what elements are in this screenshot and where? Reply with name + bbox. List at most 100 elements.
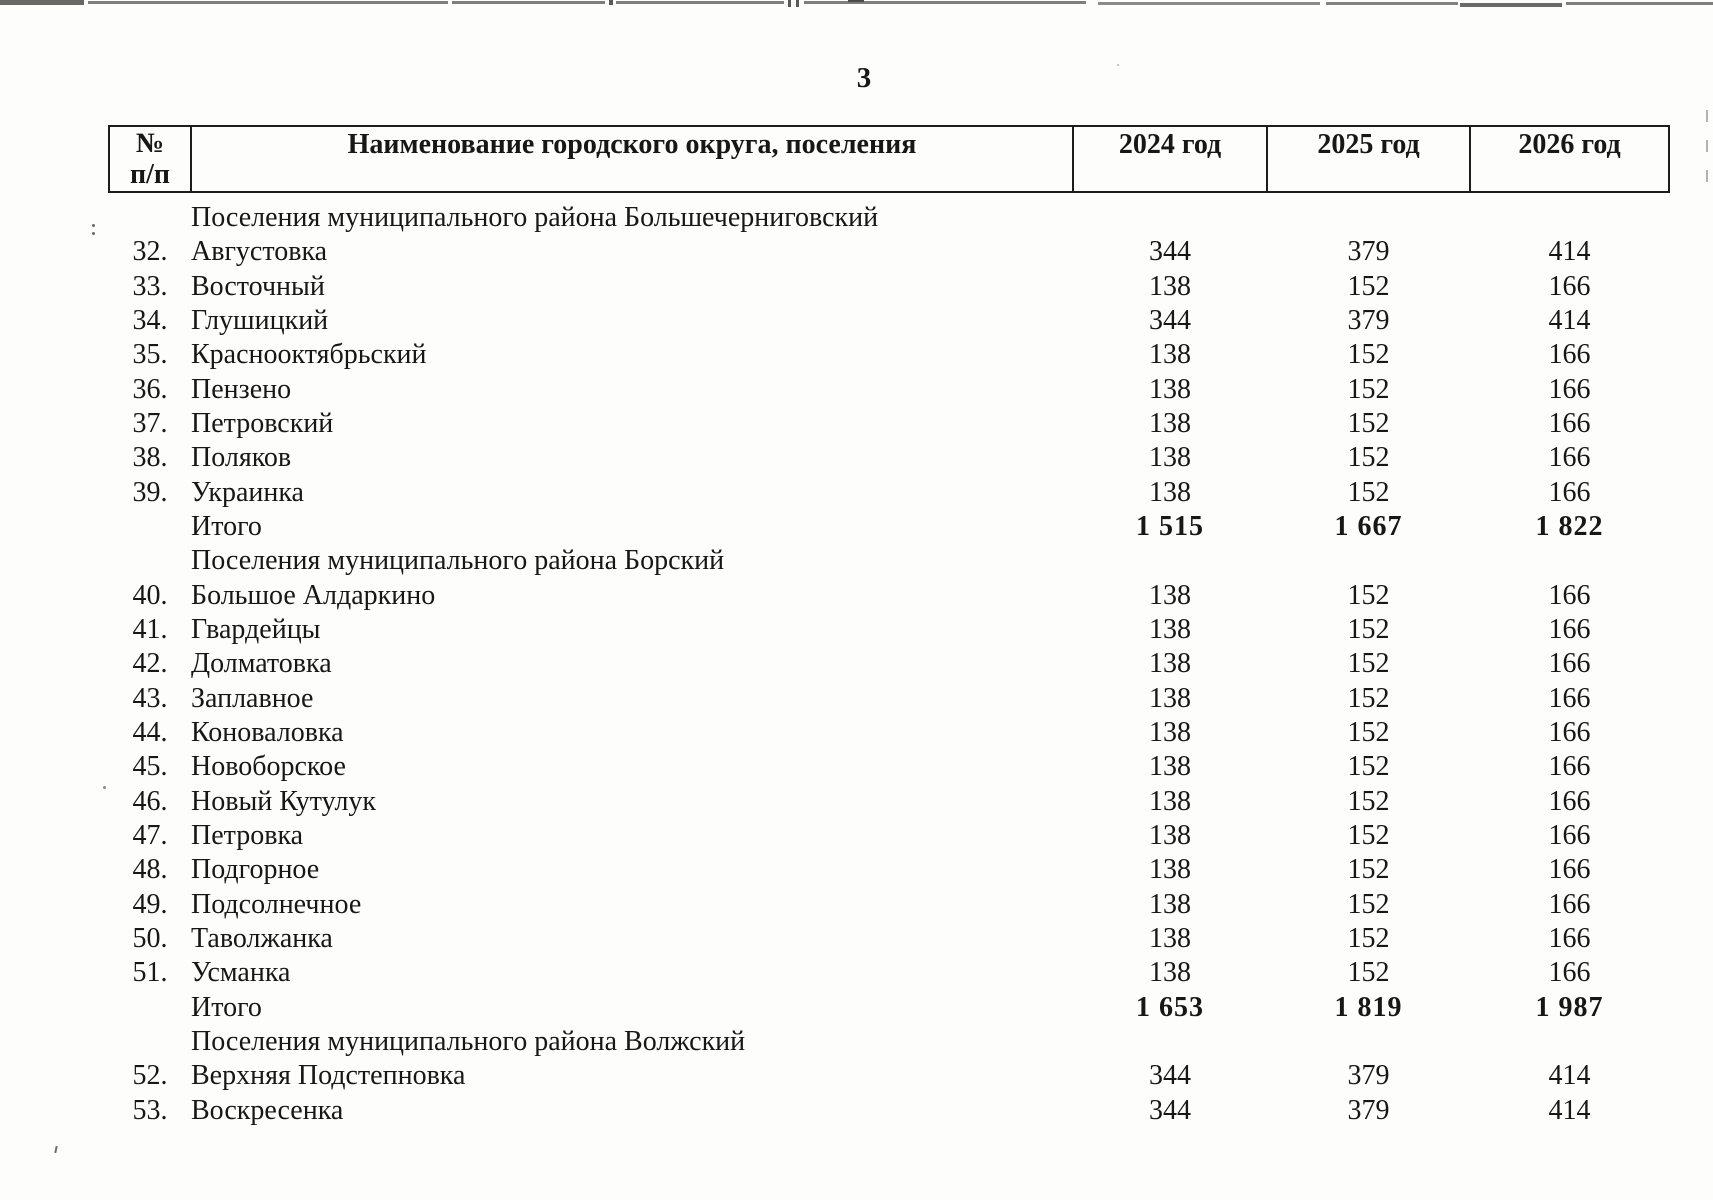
row-number-cell: 32. [132, 236, 168, 268]
row-number-cell: 44. [132, 716, 168, 748]
row-number-cell: 51. [132, 957, 168, 989]
value-2024-cell: 138 [1149, 648, 1191, 680]
table-row: 53. Воскресенка 344 379 414 [109, 1094, 1669, 1128]
value-2026-cell: 414 [1548, 236, 1591, 268]
value-2026-cell: 166 [1548, 682, 1591, 714]
settlement-name-cell: Новоборское [191, 751, 346, 783]
value-2024-cell: 344 [1149, 1060, 1191, 1092]
row-number-cell: 33. [132, 270, 168, 302]
row-number-cell [109, 510, 191, 544]
table-row: 42. Долматовка 138 152 166 [109, 647, 1669, 681]
table-row: 36. Пензено 138 152 166 [109, 373, 1669, 407]
table-row: 32. Августовка 344 379 414 [109, 235, 1669, 269]
scan-speck [92, 224, 95, 227]
settlement-name-cell: Петровский [191, 407, 334, 439]
total-row: Итого 1 653 1 819 1 987 [109, 991, 1669, 1025]
value-2024-cell: 138 [1149, 957, 1191, 989]
spacer-row [109, 192, 1669, 201]
section-row: Поселения муниципального района Борский [109, 544, 1669, 578]
table-row: 34. Глушицкий 344 379 414 [109, 304, 1669, 338]
row-number-cell: 40. [132, 579, 168, 611]
row-number-cell: 39. [132, 476, 168, 508]
value-2025-cell: 379 [1347, 304, 1390, 336]
value-2025-cell: 152 [1347, 373, 1390, 405]
value-2024-cell: 138 [1149, 922, 1191, 954]
table-row: 47. Петровка 138 152 166 [109, 819, 1669, 853]
settlement-name-cell: Таволжанка [191, 922, 333, 954]
num-sign: № [135, 128, 165, 159]
settlement-name-cell: Глушицкий [191, 304, 329, 336]
value-2026-cell: 166 [1548, 339, 1591, 371]
settlement-name-cell: Августовка [191, 236, 328, 268]
col-header-2026: 2026 год [1469, 125, 1670, 193]
value-2025-cell: 152 [1347, 888, 1390, 920]
value-2026-cell: 414 [1548, 304, 1591, 336]
value-2024-cell: 138 [1149, 476, 1191, 508]
scan-edge-dash [1706, 170, 1708, 182]
value-2025-cell: 152 [1347, 648, 1390, 680]
settlement-name-cell: Верхняя Подстепновка [191, 1060, 466, 1092]
table-row: 33. Восточный 138 152 166 [109, 270, 1669, 304]
row-number-cell: 43. [132, 682, 168, 714]
value-2025-cell: 152 [1347, 957, 1390, 989]
table-row: 50. Таволжанка 138 152 166 [109, 922, 1669, 956]
value-2025-cell: 152 [1347, 854, 1390, 886]
section-row: Поселения муниципального района Большече… [109, 201, 1669, 235]
row-number-cell [109, 544, 191, 578]
table-row: 44. Коноваловка 138 152 166 [109, 716, 1669, 750]
settlement-name-cell: Итого [191, 991, 262, 1023]
value-2026-cell: 166 [1548, 751, 1591, 783]
settlement-name-cell: Долматовка [191, 648, 332, 680]
value-2026-cell [1470, 201, 1669, 235]
value-2025-cell: 152 [1347, 751, 1390, 783]
total-row: Итого 1 515 1 667 1 822 [109, 510, 1669, 544]
settlement-name-cell: Новый Кутулук [191, 785, 377, 817]
value-2025-cell: 152 [1347, 270, 1390, 302]
value-2025-cell: 152 [1347, 407, 1390, 439]
table-row: 40. Большое Алдаркино 138 152 166 [109, 579, 1669, 613]
value-2024-cell: 344 [1149, 1094, 1191, 1126]
value-2025-cell: 152 [1347, 339, 1390, 371]
value-2026-cell: 166 [1548, 613, 1591, 645]
row-number-cell: 50. [132, 922, 168, 954]
scan-speck [1117, 64, 1119, 66]
settlement-name-cell: Краснооктябрьский [191, 339, 427, 371]
settlement-name-cell: Поселения муниципального района Волжский [191, 1025, 746, 1057]
value-2024-cell: 138 [1149, 339, 1191, 371]
scan-edge-dash [1706, 140, 1708, 152]
value-2024-cell: 138 [1149, 682, 1191, 714]
value-2026-cell: 1 822 [1535, 510, 1604, 542]
value-2026-cell: 166 [1548, 716, 1591, 748]
value-2024-cell: 138 [1149, 819, 1191, 851]
col-header-num: № п/п [108, 125, 192, 193]
value-2026-cell: 166 [1548, 579, 1591, 611]
table-row: 45. Новоборское 138 152 166 [109, 750, 1669, 784]
value-2026-cell: 166 [1548, 785, 1591, 817]
row-number-cell: 36. [132, 373, 168, 405]
value-2024-cell: 138 [1149, 373, 1191, 405]
table-row: 48. Подгорное 138 152 166 [109, 853, 1669, 887]
table-row: 49. Подсолнечное 138 152 166 [109, 888, 1669, 922]
value-2025-cell: 379 [1347, 1060, 1390, 1092]
table-body: Поселения муниципального района Большече… [109, 192, 1669, 1128]
row-number-cell [109, 991, 191, 1025]
col-header-2025: 2025 год [1266, 125, 1471, 193]
settlement-name-cell: Подгорное [191, 854, 320, 886]
settlement-name-cell: Подсолнечное [191, 888, 362, 920]
value-2025-cell: 152 [1347, 819, 1390, 851]
value-2024-cell: 138 [1149, 716, 1191, 748]
table-row: 46. Новый Кутулук 138 152 166 [109, 785, 1669, 819]
row-number-cell: 38. [132, 442, 168, 474]
value-2026-cell: 166 [1548, 407, 1591, 439]
settlement-name-cell: Большое Алдаркино [191, 579, 436, 611]
col-header-name: Наименование городского округа, поселени… [190, 125, 1074, 193]
row-number-cell: 53. [132, 1094, 168, 1126]
row-number-cell: 37. [132, 407, 168, 439]
table-row: 51. Усманка 138 152 166 [109, 956, 1669, 990]
table-header: № п/п Наименование городского округа, пос… [108, 125, 1670, 193]
settlement-name-cell: Петровка [191, 819, 304, 851]
value-2026-cell: 166 [1548, 854, 1591, 886]
value-2026-cell: 414 [1548, 1094, 1591, 1126]
value-2026-cell: 166 [1548, 957, 1591, 989]
row-number-cell: 46. [132, 785, 168, 817]
